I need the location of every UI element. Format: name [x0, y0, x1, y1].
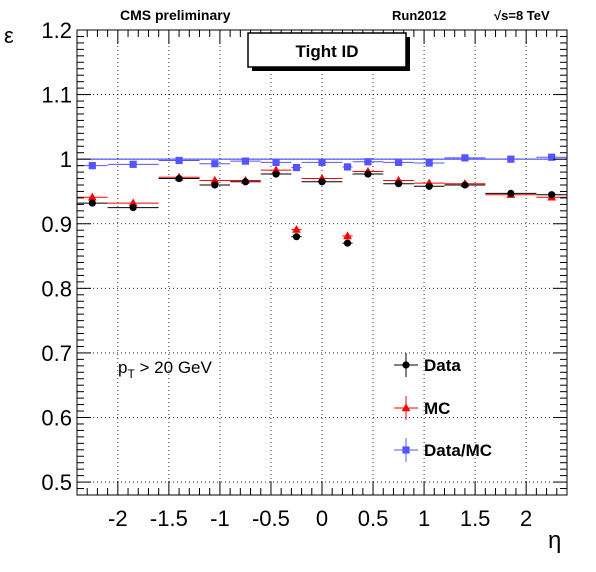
data-point-13: [507, 189, 515, 197]
x-tick-label-1: -1.5: [150, 506, 188, 531]
data-point-1: [129, 160, 137, 168]
data-point-12: [461, 154, 469, 162]
legend-entry-0: Data: [394, 353, 461, 377]
x-axis-title: η: [548, 527, 561, 554]
data-point-14: [548, 153, 556, 161]
data-point-3: [210, 175, 220, 184]
data-point-10: [394, 180, 403, 188]
data-point-0: [87, 192, 97, 201]
cms-preliminary-label: CMS preliminary: [120, 7, 231, 23]
legend-entry-2: Data/MC: [394, 438, 492, 462]
tight-id-box-frame: [247, 32, 407, 68]
legend-label: Data: [424, 356, 461, 375]
data-point-8: [343, 231, 352, 240]
data-point-11: [425, 182, 433, 190]
data-point-4: [241, 157, 250, 165]
data-point-13: [507, 155, 515, 163]
x-tick-label-0: -2: [108, 506, 128, 531]
series-layer: [77, 153, 567, 247]
y-tick-label-0: 0.5: [41, 470, 72, 495]
y-tick-label-2: 0.7: [41, 341, 72, 366]
data-point-1: [129, 204, 137, 212]
sqrt-symbol: √: [494, 8, 502, 23]
data-point-7: [318, 178, 326, 186]
legend: Data MC Data/MC: [394, 353, 492, 462]
tight-id-box: Tight ID: [247, 32, 410, 71]
y-tick-label-1: 0.6: [41, 406, 72, 431]
x-tick-label-5: 0.5: [358, 506, 389, 531]
data-point-8: [343, 239, 352, 247]
x-tick-label-6: 1: [418, 506, 430, 531]
data-point-1: [128, 198, 138, 207]
legend-marker: [402, 446, 410, 454]
legend-marker: [402, 361, 410, 369]
data-point-11: [425, 159, 433, 167]
y-tick-label-6: 1.1: [41, 83, 72, 108]
y-tick-label-7: 1.2: [41, 18, 72, 43]
x-tick-label-3: -0.5: [252, 506, 290, 531]
data-point-12: [461, 181, 469, 189]
data-point-6: [292, 163, 301, 172]
series-data: [77, 170, 567, 247]
x-tick-label-4: 0: [316, 506, 328, 531]
pt-cut-label: pT > 20 GeV: [118, 358, 212, 381]
energy-label: √s=8 TeV: [494, 8, 550, 23]
data-point-7: [318, 158, 326, 166]
data-point-3: [211, 181, 219, 189]
pt-cut-sub: T: [127, 367, 135, 381]
data-point-2: [175, 156, 183, 165]
series-data-mc: [77, 153, 567, 172]
data-point-10: [394, 158, 403, 166]
x-tick-label-7: 1.5: [460, 506, 491, 531]
data-point-8: [343, 163, 352, 171]
legend-label: MC: [424, 399, 450, 418]
y-tick-label-3: 0.8: [41, 276, 72, 301]
data-point-5: [272, 170, 280, 178]
data-point-4: [241, 178, 250, 186]
x-tick-label-8: 2: [520, 506, 532, 531]
legend-label: Data/MC: [424, 441, 492, 460]
pt-cut-rest: > 20 GeV: [135, 358, 213, 377]
run-label: Run2012: [392, 8, 446, 23]
tight-id-label: Tight ID: [296, 42, 359, 61]
pt-cut-p: p: [118, 358, 127, 377]
data-point-9: [364, 158, 372, 166]
data-point-6: [292, 224, 301, 233]
legend-marker: [401, 403, 411, 412]
legend-entry-1: MC: [394, 396, 450, 420]
y-tick-label-5: 1: [60, 147, 72, 172]
data-point-14: [548, 191, 556, 199]
energy-value: s=8 TeV: [501, 8, 550, 23]
data-point-9: [364, 170, 372, 178]
y-tick-label-4: 0.9: [41, 212, 72, 237]
data-point-6: [292, 233, 301, 241]
x-tick-label-2: -1: [210, 506, 230, 531]
data-point-2: [175, 174, 183, 183]
axis-ticks: -2 -1.5 -1 -0.5 0 0.5 1 1.5 2 0.5 0.6 0.7 0.8 0.9 1 1.1…: [41, 18, 568, 531]
data-point-3: [211, 160, 219, 168]
data-point-5: [272, 158, 280, 166]
data-point-0: [88, 199, 96, 207]
y-axis-title: ε: [4, 23, 14, 48]
data-point-0: [88, 162, 96, 170]
